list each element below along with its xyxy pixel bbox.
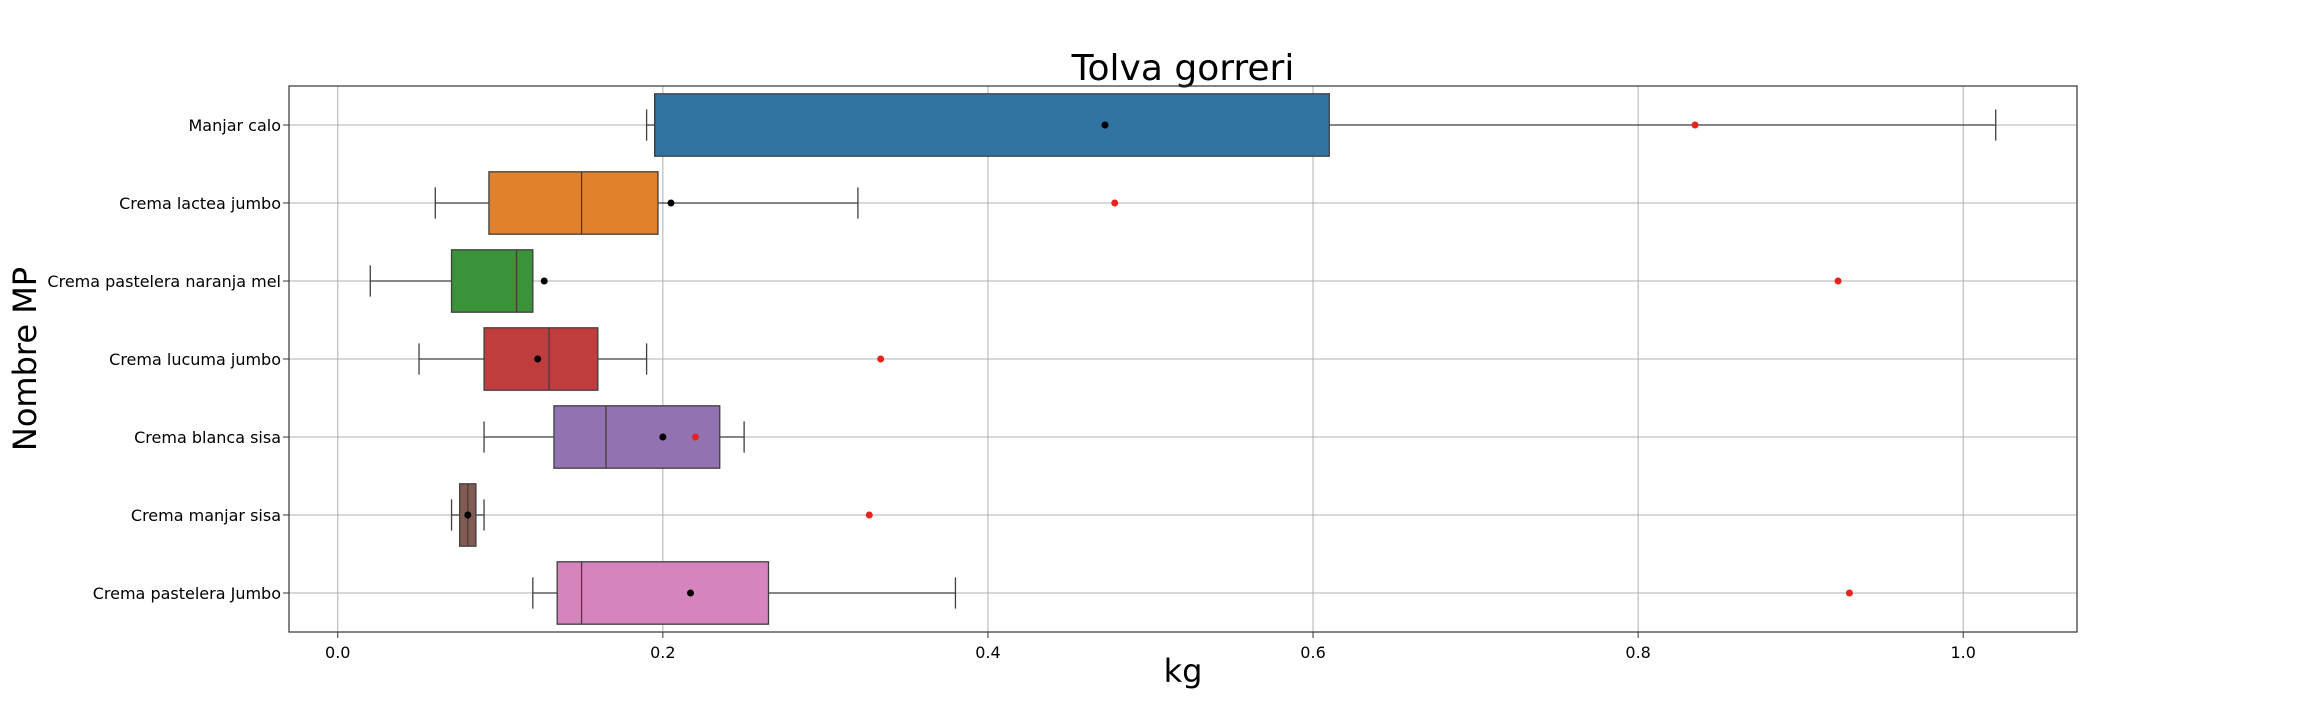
red-point bbox=[1111, 199, 1119, 207]
x-tick-label: 0.6 bbox=[1300, 643, 1325, 662]
mean-point bbox=[659, 433, 667, 441]
mean-point bbox=[534, 355, 542, 363]
y-tick-label: Crema manjar sisa bbox=[131, 506, 281, 525]
red-point bbox=[691, 433, 699, 441]
x-tick-label: 0.4 bbox=[975, 643, 1000, 662]
red-point bbox=[865, 511, 873, 519]
red-point bbox=[877, 355, 885, 363]
box-group bbox=[645, 93, 1997, 157]
mean-point bbox=[464, 511, 472, 519]
y-tick-label: Crema lactea jumbo bbox=[119, 194, 281, 213]
y-tick-labels: Manjar calo Crema lactea jumbo Crema paste… bbox=[47, 116, 289, 603]
chart-title: Tolva gorreri bbox=[1071, 48, 1295, 89]
box-iqr bbox=[556, 561, 770, 625]
y-tick-label: Manjar calo bbox=[189, 116, 282, 135]
y-tick-label: Crema pastelera Jumbo bbox=[93, 584, 281, 603]
box-iqr bbox=[450, 249, 534, 313]
mean-point bbox=[1101, 121, 1109, 129]
box-group bbox=[450, 483, 873, 547]
box-series bbox=[369, 93, 1997, 625]
red-point bbox=[1691, 121, 1699, 129]
x-tick-label: 0.8 bbox=[1625, 643, 1650, 662]
box-group bbox=[418, 327, 885, 391]
red-point bbox=[1845, 589, 1853, 597]
y-axis-title: Nombre MP bbox=[6, 267, 44, 451]
y-tick-label: Crema pastelera naranja mel bbox=[47, 272, 281, 291]
mean-point bbox=[686, 589, 694, 597]
x-tick-label: 0.0 bbox=[325, 643, 350, 662]
x-axis-title: kg bbox=[1164, 652, 1203, 690]
mean-point bbox=[540, 277, 548, 285]
box-iqr bbox=[654, 93, 1330, 157]
box-iqr bbox=[488, 171, 659, 235]
x-tick-label: 1.0 bbox=[1950, 643, 1975, 662]
box-group bbox=[369, 249, 1842, 313]
box-group bbox=[532, 561, 1853, 625]
red-point bbox=[1834, 277, 1842, 285]
x-tick-label: 0.2 bbox=[650, 643, 675, 662]
box-group bbox=[434, 171, 1119, 235]
mean-point bbox=[667, 199, 675, 207]
x-tick-labels: 0.0 0.2 0.4 0.6 0.8 1.0 bbox=[325, 632, 1976, 662]
box-group bbox=[483, 405, 745, 469]
y-tick-label: Crema lucuma jumbo bbox=[109, 350, 281, 369]
y-tick-label: Crema blanca sisa bbox=[134, 428, 281, 447]
